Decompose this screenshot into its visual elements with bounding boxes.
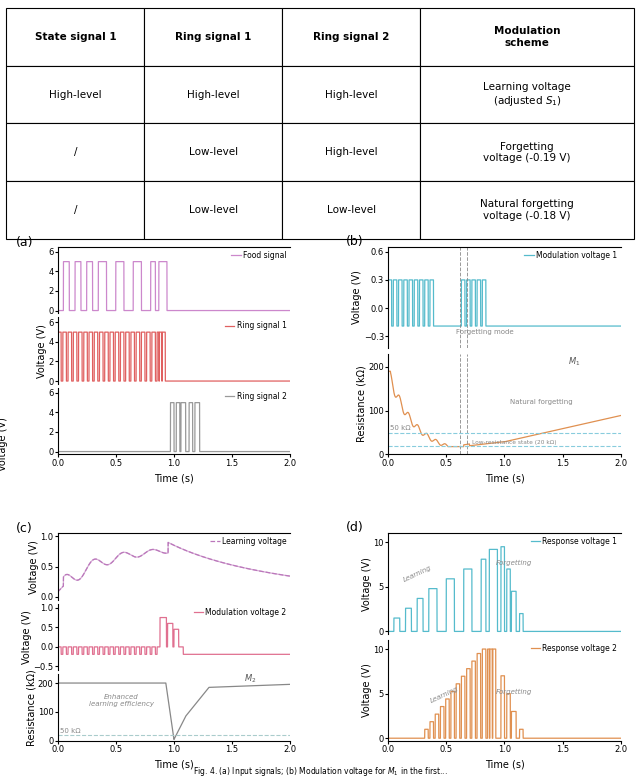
Bar bbox=[6, 124, 145, 181]
Bar bbox=[420, 124, 634, 181]
Y-axis label: Voltage (V): Voltage (V) bbox=[362, 557, 372, 611]
Text: Natural forgetting: Natural forgetting bbox=[510, 399, 573, 405]
Legend: Food signal: Food signal bbox=[232, 251, 287, 260]
X-axis label: Time (s): Time (s) bbox=[484, 760, 524, 770]
Bar bbox=[282, 124, 420, 181]
Text: 50 kΩ: 50 kΩ bbox=[390, 424, 411, 430]
Bar bbox=[420, 66, 634, 124]
Text: Enhanced
learning efficiency: Enhanced learning efficiency bbox=[89, 694, 154, 707]
Text: 50 kΩ: 50 kΩ bbox=[60, 728, 81, 734]
Text: Voltage (V): Voltage (V) bbox=[0, 418, 8, 471]
Bar bbox=[145, 181, 282, 239]
Bar bbox=[145, 66, 282, 124]
Text: /: / bbox=[74, 205, 77, 216]
X-axis label: Time (s): Time (s) bbox=[154, 474, 194, 483]
Bar bbox=[145, 124, 282, 181]
Bar bbox=[420, 8, 634, 66]
Bar bbox=[282, 8, 420, 66]
Bar bbox=[282, 181, 420, 239]
Bar bbox=[145, 8, 282, 66]
Text: Natural forgetting
voltage (-0.18 V): Natural forgetting voltage (-0.18 V) bbox=[480, 199, 574, 221]
Text: (b): (b) bbox=[346, 235, 364, 248]
Text: High-level: High-level bbox=[325, 89, 378, 100]
Text: Low-level: Low-level bbox=[189, 147, 238, 158]
Text: Low-resistance state (20 kΩ): Low-resistance state (20 kΩ) bbox=[472, 440, 556, 445]
Text: Forgetting mode: Forgetting mode bbox=[456, 328, 513, 335]
Text: Low-level: Low-level bbox=[189, 205, 238, 216]
Text: (a): (a) bbox=[16, 236, 33, 249]
Text: Modulation
scheme: Modulation scheme bbox=[493, 26, 560, 48]
Legend: Ring signal 2: Ring signal 2 bbox=[225, 392, 287, 401]
Legend: Ring signal 1: Ring signal 1 bbox=[225, 321, 287, 330]
Y-axis label: Voltage (V): Voltage (V) bbox=[362, 663, 372, 717]
Text: Learning: Learning bbox=[402, 565, 433, 583]
Legend: Response voltage 2: Response voltage 2 bbox=[531, 644, 617, 653]
Legend: Modulation voltage 1: Modulation voltage 1 bbox=[524, 251, 617, 260]
Y-axis label: Voltage (V): Voltage (V) bbox=[29, 539, 39, 593]
Text: (d): (d) bbox=[346, 521, 364, 535]
Legend: Response voltage 1: Response voltage 1 bbox=[531, 537, 617, 546]
Y-axis label: Voltage (V): Voltage (V) bbox=[36, 324, 47, 378]
Bar bbox=[282, 66, 420, 124]
Y-axis label: Resistance (kΩ): Resistance (kΩ) bbox=[356, 366, 367, 442]
X-axis label: Time (s): Time (s) bbox=[484, 474, 524, 483]
Text: Learning voltage
(adjusted $S_1$): Learning voltage (adjusted $S_1$) bbox=[483, 82, 571, 107]
Legend: Modulation voltage 2: Modulation voltage 2 bbox=[194, 608, 287, 617]
Text: State signal 1: State signal 1 bbox=[35, 31, 116, 42]
Bar bbox=[6, 181, 145, 239]
Y-axis label: Resistance (kΩ): Resistance (kΩ) bbox=[26, 670, 36, 746]
Y-axis label: Voltage (V): Voltage (V) bbox=[22, 610, 32, 664]
Text: High-level: High-level bbox=[187, 89, 240, 100]
Text: Learning: Learning bbox=[429, 685, 460, 703]
X-axis label: Time (s): Time (s) bbox=[154, 760, 194, 770]
Bar bbox=[420, 181, 634, 239]
Text: /: / bbox=[74, 147, 77, 158]
Text: Forgetting
voltage (-0.19 V): Forgetting voltage (-0.19 V) bbox=[483, 142, 571, 163]
Text: Low-level: Low-level bbox=[327, 205, 376, 216]
Text: High-level: High-level bbox=[325, 147, 378, 158]
Text: Fig. 4. (a) Input signals; (b) Modulation voltage for $M_1$ in the first...: Fig. 4. (a) Input signals; (b) Modulatio… bbox=[193, 764, 447, 778]
Text: (c): (c) bbox=[16, 522, 33, 535]
Text: Forgetting: Forgetting bbox=[496, 560, 532, 565]
Text: High-level: High-level bbox=[49, 89, 102, 100]
Text: Ring signal 1: Ring signal 1 bbox=[175, 31, 252, 42]
Text: Ring signal 2: Ring signal 2 bbox=[313, 31, 390, 42]
Text: Forgetting: Forgetting bbox=[496, 688, 532, 695]
Text: $M_2$: $M_2$ bbox=[244, 673, 256, 685]
Bar bbox=[6, 66, 145, 124]
Bar bbox=[6, 8, 145, 66]
Text: $M_1$: $M_1$ bbox=[568, 356, 580, 368]
Y-axis label: Voltage (V): Voltage (V) bbox=[352, 270, 362, 325]
Legend: Learning voltage: Learning voltage bbox=[211, 537, 287, 546]
